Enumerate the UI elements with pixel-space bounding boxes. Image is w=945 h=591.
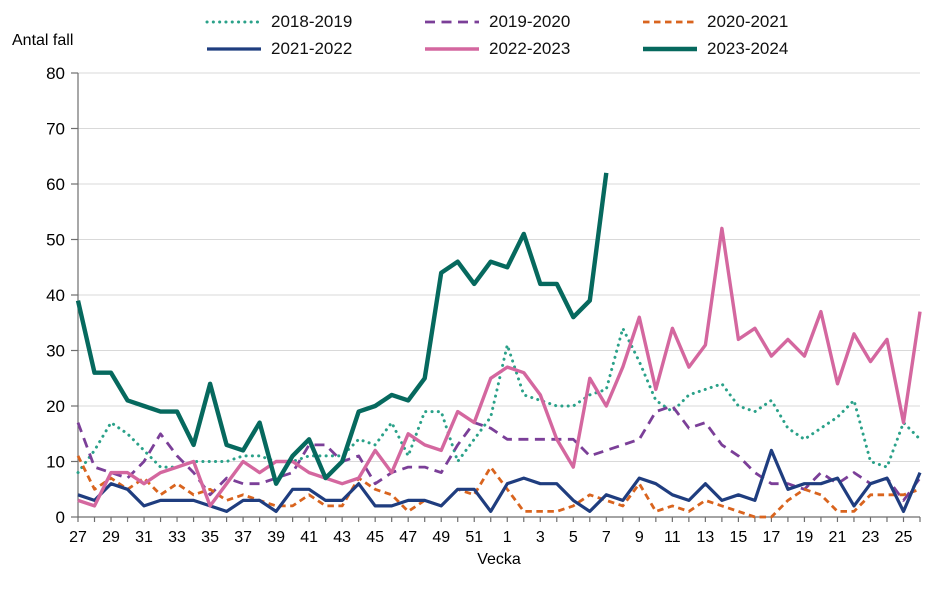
legend-item-2021-2022: 2021-2022 bbox=[205, 35, 423, 62]
y-tick-label: 50 bbox=[46, 231, 65, 250]
x-tick-label: 35 bbox=[201, 529, 219, 546]
x-tick-label: 23 bbox=[862, 529, 880, 546]
x-tick-label: 49 bbox=[432, 529, 450, 546]
y-axis-title: Antal fall bbox=[12, 32, 74, 49]
x-tick-label: 25 bbox=[895, 529, 913, 546]
y-tick-label: 30 bbox=[46, 342, 65, 361]
y-tick-label: 80 bbox=[46, 64, 65, 83]
y-tick-label: 0 bbox=[56, 508, 65, 527]
x-tick-label: 43 bbox=[333, 529, 351, 546]
y-tick-label: 40 bbox=[46, 286, 65, 305]
legend-item-2018-2019: 2018-2019 bbox=[205, 8, 423, 35]
x-tick-label: 15 bbox=[729, 529, 747, 546]
x-tick-label: 17 bbox=[763, 529, 781, 546]
series-line-2022-2023 bbox=[77, 226, 922, 508]
legend-item-2020-2021: 2020-2021 bbox=[641, 8, 859, 35]
x-tick-label: 13 bbox=[696, 529, 714, 546]
x-tick-label: 47 bbox=[399, 529, 417, 546]
x-tick-label: 27 bbox=[69, 529, 87, 546]
legend-item-2022-2023: 2022-2023 bbox=[423, 35, 641, 62]
legend-swatch-solid bbox=[207, 46, 261, 51]
legend-label: 2020-2021 bbox=[707, 11, 789, 31]
legend-swatch-solid bbox=[643, 46, 697, 51]
x-axis-title: Vecka bbox=[477, 551, 521, 568]
legend-label: 2021-2022 bbox=[271, 38, 353, 58]
x-tick-label: 5 bbox=[569, 529, 578, 546]
series-line-2021-2022 bbox=[77, 448, 922, 513]
y-tick-label: 10 bbox=[46, 453, 65, 472]
x-tick-label: 37 bbox=[234, 529, 252, 546]
legend-swatch-solid bbox=[425, 46, 479, 51]
y-tick-label: 60 bbox=[46, 175, 65, 194]
x-tick-label: 1 bbox=[503, 529, 512, 546]
legend-label: 2018-2019 bbox=[271, 11, 353, 31]
x-tick-label: 19 bbox=[796, 529, 814, 546]
legend-item-2023-2024: 2023-2024 bbox=[641, 35, 859, 62]
legend-label: 2022-2023 bbox=[489, 38, 571, 58]
x-tick-label: 51 bbox=[465, 529, 483, 546]
x-tick-label: 3 bbox=[536, 529, 545, 546]
legend-label: 2019-2020 bbox=[489, 11, 571, 31]
x-tick-label: 29 bbox=[102, 529, 120, 546]
y-tick-label: 70 bbox=[46, 120, 65, 139]
x-tick-label: 11 bbox=[664, 529, 681, 546]
legend-swatch-dashed-short bbox=[643, 20, 697, 23]
x-tick-label: 31 bbox=[135, 529, 153, 546]
x-tick-label: 41 bbox=[300, 529, 318, 546]
legend-label: 2023-2024 bbox=[707, 38, 789, 58]
x-tick-label: 45 bbox=[366, 529, 384, 546]
x-tick-label: 21 bbox=[829, 529, 847, 546]
y-tick-label: 20 bbox=[46, 397, 65, 416]
legend-item-2019-2020: 2019-2020 bbox=[423, 8, 641, 35]
legend-swatch-dashed bbox=[425, 20, 479, 23]
x-tick-label: 39 bbox=[267, 529, 285, 546]
x-tick-label: 9 bbox=[635, 529, 644, 546]
x-tick-label: 33 bbox=[168, 529, 186, 546]
legend-swatch-dotted bbox=[205, 20, 263, 23]
x-tick-label: 7 bbox=[602, 529, 611, 546]
series-line-2023-2024 bbox=[75, 172, 609, 486]
legend: 2018-2019 2019-2020 2020-2021 2021-2022 2022… bbox=[205, 8, 859, 62]
